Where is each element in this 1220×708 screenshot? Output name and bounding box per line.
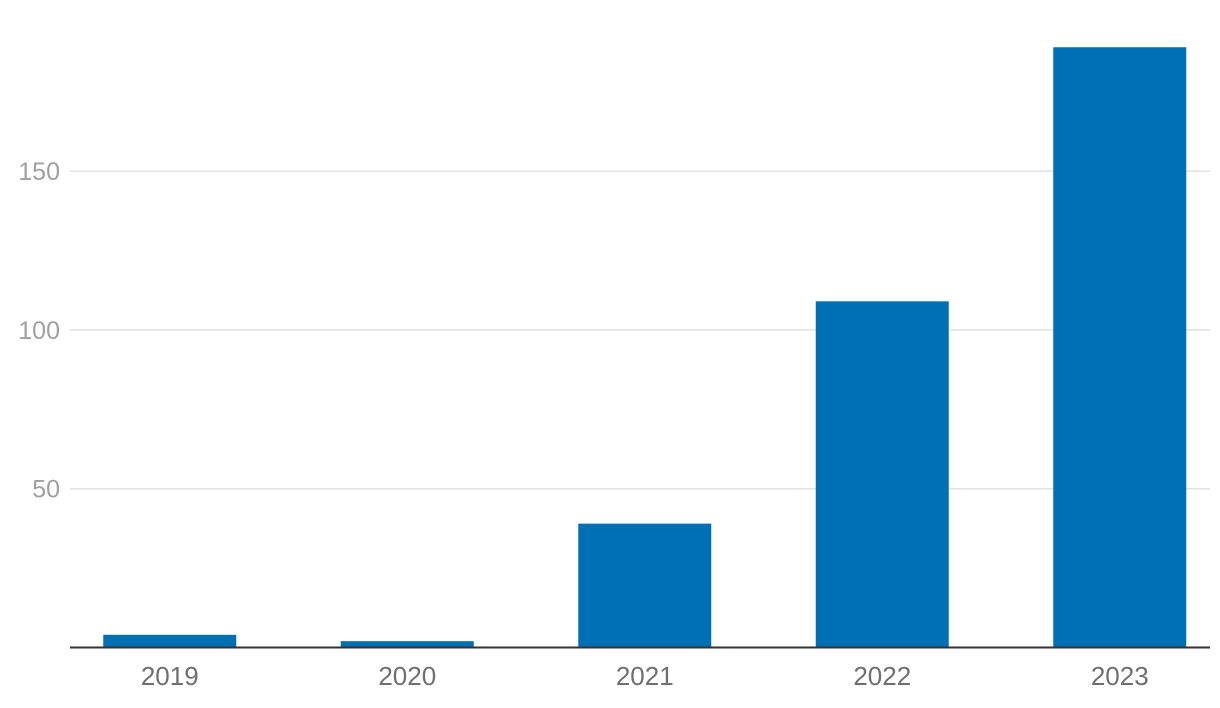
y-tick-label: 150 [18,158,60,186]
x-tick-label: 2023 [1091,661,1149,691]
bar-2021 [578,523,712,648]
x-axis-ticks: 2019 2020 2021 2022 2023 [141,661,1149,691]
bar-2020 [340,641,474,648]
bar-2023 [1053,47,1187,648]
x-tick-label: 2019 [141,661,199,691]
y-tick-label: 100 [18,317,60,345]
y-axis-ticks: 50 100 150 [18,158,60,504]
gridlines [70,170,1210,490]
bar-2019 [103,634,237,648]
x-tick-label: 2020 [378,661,436,691]
y-tick-label: 50 [32,476,60,504]
bar-2022 [815,301,949,648]
bars [103,47,1187,648]
x-tick-label: 2021 [616,661,674,691]
x-tick-label: 2022 [853,661,911,691]
